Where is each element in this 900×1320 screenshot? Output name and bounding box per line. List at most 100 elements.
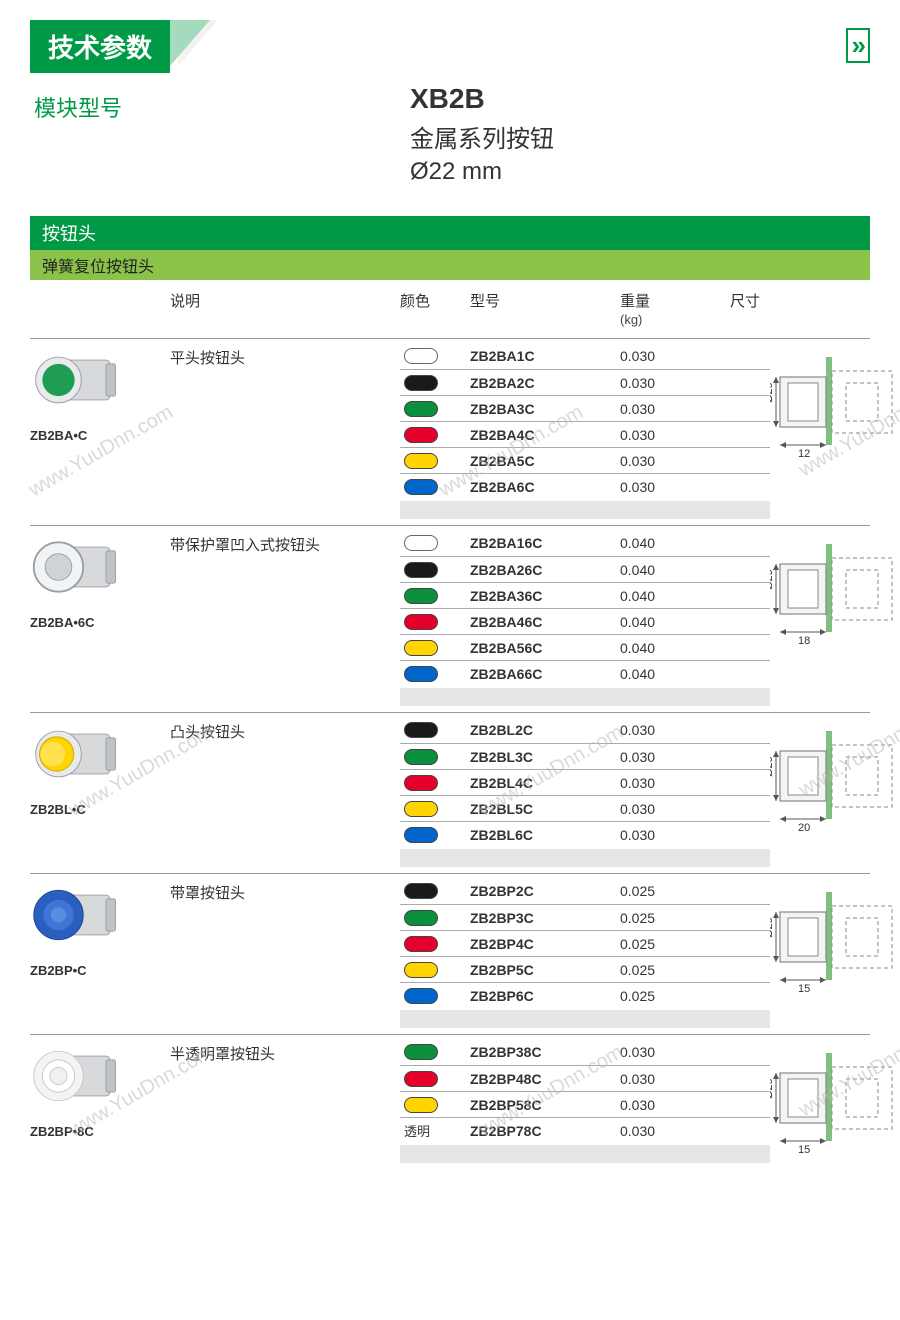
color-swatch-icon [404,910,438,926]
color-swatch-icon [404,640,438,656]
weight-cell: 0.030 [620,722,730,738]
rows-col: ZB2BP38C0.030ZB2BP48C0.030ZB2BP58C0.030透… [400,1039,770,1163]
color-swatch-icon [404,988,438,1004]
table-row: ZB2BP4C0.025 [400,930,770,956]
model-cell: ZB2BL4C [470,775,620,791]
table-row: ZB2BA4C0.030 [400,421,770,447]
model-cell: ZB2BA6C [470,479,620,495]
thumb-label: ZB2BA•C [30,428,170,443]
table-row: ZB2BA3C0.030 [400,395,770,421]
color-swatch-icon [404,1071,438,1087]
model-cell: ZB2BA16C [470,535,620,551]
svg-text:12: 12 [798,448,810,459]
table-row: ZB2BL4C0.030 [400,769,770,795]
col-color: 颜色 [400,290,470,328]
weight-cell: 0.030 [620,1044,730,1060]
weight-cell: 0.030 [620,1097,730,1113]
table-row: ZB2BA36C0.040 [400,582,770,608]
weight-cell: 0.025 [620,988,730,1004]
product-title: XB2B 金属系列按钮 Ø22 mm [410,83,870,186]
product-line1: 金属系列按钮 [410,119,870,154]
model-cell: ZB2BA3C [470,401,620,417]
weight-cell: 0.030 [620,1123,730,1139]
weight-cell: 0.040 [620,614,730,630]
color-swatch-icon [404,936,438,952]
device-thumb-icon [30,880,125,950]
table-row: ZB2BP58C0.030 [400,1091,770,1117]
desc-cell: 带保护罩凹入式按钮头 [170,530,400,706]
color-swatch-icon [404,588,438,604]
product-group: ZB2BL•C凸头按钮头ZB2BL2C0.030ZB2BL3C0.030ZB2B… [30,712,870,867]
weight-cell: 0.030 [620,827,730,843]
table-row: ZB2BP6C0.025 [400,982,770,1008]
color-swatch-icon [404,749,438,765]
model-cell: ZB2BA26C [470,562,620,578]
model-cell: ZB2BA1C [470,348,620,364]
device-thumb-icon [30,345,125,415]
table-row: ZB2BA16C0.040 [400,530,770,556]
rows-col: ZB2BA1C0.030ZB2BA2C0.030ZB2BA3C0.030ZB2B… [400,343,770,519]
col-desc: 说明 [170,290,400,328]
thumb-label: ZB2BP•C [30,963,170,978]
table-row: ZB2BP48C0.030 [400,1065,770,1091]
group-spacer [400,1010,770,1028]
table-row: ZB2BP3C0.025 [400,904,770,930]
desc-cell: 带罩按钮头 [170,878,400,1028]
model-cell: ZB2BA36C [470,588,620,604]
weight-cell: 0.040 [620,640,730,656]
thumb-col: ZB2BL•C [30,717,170,867]
thumb-label: ZB2BL•C [30,802,170,817]
thumb-col: ZB2BA•6C [30,530,170,706]
product-group: ZB2BP•C带罩按钮头ZB2BP2C0.025ZB2BP3C0.025ZB2B… [30,873,870,1028]
model-cell: ZB2BL5C [470,801,620,817]
color-swatch-icon [404,1044,438,1060]
model-cell: ZB2BA66C [470,666,620,682]
model-cell: ZB2BP6C [470,988,620,1004]
svg-text:Ø29: Ø29 [770,756,775,777]
table-row: ZB2BL2C0.030 [400,717,770,743]
section-title-light: 弹簧复位按钮头 [30,250,870,280]
color-swatch-icon [404,1097,438,1113]
table-row: ZB2BA5C0.030 [400,447,770,473]
product-group: ZB2BA•C平头按钮头ZB2BA1C0.030ZB2BA2C0.030ZB2B… [30,338,870,519]
weight-cell: 0.030 [620,401,730,417]
group-spacer [400,501,770,519]
table-row: 透明ZB2BP78C0.030 [400,1117,770,1143]
color-swatch-icon [404,962,438,978]
model-cell: ZB2BL6C [470,827,620,843]
color-text: 透明 [400,1121,470,1140]
weight-cell: 0.025 [620,883,730,899]
table-row: ZB2BL5C0.030 [400,795,770,821]
weight-cell: 0.030 [620,453,730,469]
model-cell: ZB2BP4C [470,936,620,952]
col-dim: 尺寸 [730,290,870,328]
product-line2: Ø22 mm [410,158,870,186]
weight-cell: 0.030 [620,775,730,791]
table-row: ZB2BL3C0.030 [400,743,770,769]
model-cell: ZB2BP5C [470,962,620,978]
svg-text:18: 18 [798,635,810,646]
desc-cell: 平头按钮头 [170,343,400,519]
color-swatch-icon [404,827,438,843]
weight-cell: 0.040 [620,562,730,578]
weight-cell: 0.030 [620,427,730,443]
weight-cell: 0.040 [620,666,730,682]
color-swatch-icon [404,348,438,364]
table-row: ZB2BA6C0.030 [400,473,770,499]
color-swatch-icon [404,775,438,791]
product-code: XB2B [410,83,870,115]
model-cell: ZB2BA4C [470,427,620,443]
model-cell: ZB2BL2C [470,722,620,738]
svg-text:Ø29: Ø29 [770,569,775,590]
model-cell: ZB2BA46C [470,614,620,630]
product-group: ZB2BP•8C半透明罩按钮头ZB2BP38C0.030ZB2BP48C0.03… [30,1034,870,1163]
device-thumb-icon [30,1041,125,1111]
model-cell: ZB2BA2C [470,375,620,391]
color-swatch-icon [404,453,438,469]
dimension-diagram: Ø29 15 [770,1039,900,1163]
weight-cell: 0.040 [620,588,730,604]
thumb-col: ZB2BA•C [30,343,170,519]
section-title-dark: 按钮头 [30,216,870,250]
svg-text:20: 20 [798,822,810,833]
svg-text:Ø29: Ø29 [770,1078,775,1099]
